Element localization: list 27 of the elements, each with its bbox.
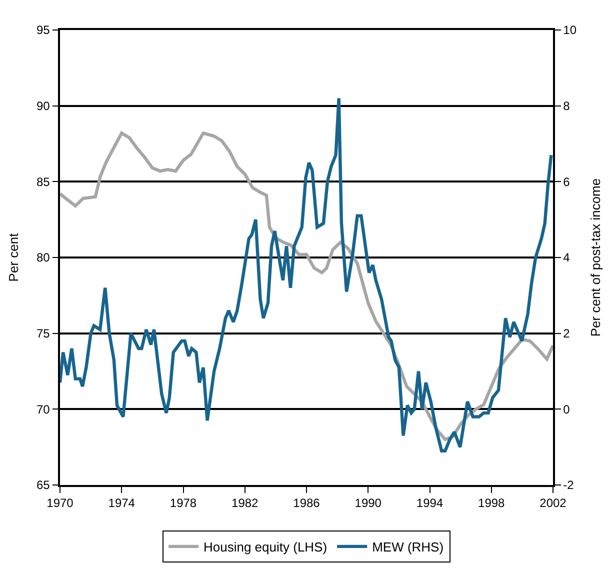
x-tick-label: 2002 xyxy=(540,496,567,510)
x-tick-label: 1978 xyxy=(170,496,197,510)
y2-tick-label: 4 xyxy=(563,250,570,265)
y-tick-label: 95 xyxy=(36,23,50,38)
x-tick-label: 1994 xyxy=(416,496,444,510)
y2-tick-label: -2 xyxy=(563,478,574,492)
y2-tick-label: 8 xyxy=(563,99,570,114)
y-tick-label: 75 xyxy=(36,326,50,341)
y-tick-label: 70 xyxy=(36,402,50,416)
x-tick-label: 1982 xyxy=(232,496,259,510)
y2-tick-label: 6 xyxy=(563,174,570,189)
y2-tick-label: 0 xyxy=(563,402,570,416)
x-tick-label: 1986 xyxy=(293,496,320,510)
y-tick-label: 65 xyxy=(36,478,50,492)
y-tick-label: 90 xyxy=(36,99,50,114)
y2-tick-label: 2 xyxy=(563,326,570,341)
y-tick-label: 85 xyxy=(36,174,50,189)
x-tick-label: 1990 xyxy=(354,496,382,510)
y2-tick-label: 10 xyxy=(563,23,577,38)
x-tick-label: 1998 xyxy=(478,496,506,510)
y-axis-title: Per cent xyxy=(6,232,21,282)
x-tick-label: 1974 xyxy=(108,496,136,510)
legend-label: Housing equity (LHS) xyxy=(204,540,328,555)
y2-axis-title: Per cent of post-tax income xyxy=(588,178,603,337)
x-tick-label: 1970 xyxy=(46,496,74,510)
legend-label: MEW (RHS) xyxy=(372,540,444,555)
y-tick-label: 80 xyxy=(36,250,50,265)
